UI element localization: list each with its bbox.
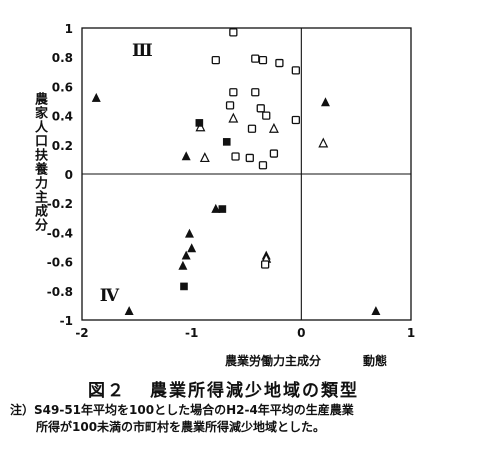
x-tick-label: 1 xyxy=(407,326,415,340)
open-square-point xyxy=(260,260,270,269)
filled-triangle-point xyxy=(181,250,191,260)
y-tick-label: -0.6 xyxy=(47,256,73,270)
y-tick-label: 1 xyxy=(65,22,73,36)
figure-title: 農業所得減少地域の類型 xyxy=(150,381,359,401)
open-square-point xyxy=(251,88,260,97)
filled-triangle-point xyxy=(178,260,188,270)
y-tick-label: -1 xyxy=(60,314,73,328)
open-square-point xyxy=(262,111,271,120)
figure-number: 図２ xyxy=(88,381,126,401)
filled-triangle-point xyxy=(211,203,221,213)
filled-triangle-point xyxy=(187,243,197,253)
x-tick-label: 0 xyxy=(297,326,305,340)
open-square-point xyxy=(291,66,301,75)
figure-caption: 図２ 農業所得減少地域の類型 xyxy=(80,376,359,401)
y-tick-label: -0.4 xyxy=(47,226,73,240)
filled-triangle-point xyxy=(371,306,381,316)
open-square-point xyxy=(256,104,265,113)
filled-triangle-point xyxy=(124,306,134,316)
data-points xyxy=(91,28,381,316)
quadrant-label: Ⅲ xyxy=(132,41,153,61)
axis-ticks: 10.80.60.40.20-0.2-0.4-0.6-0.8-1-2 -1 0 1 xyxy=(47,22,415,340)
scatter-plot: 10.80.60.40.20-0.2-0.4-0.6-0.8-1-2 -1 0 1 Ⅲ… xyxy=(47,22,415,340)
open-triangle-point xyxy=(228,112,239,123)
filled-square-point xyxy=(180,282,188,291)
open-triangle-point xyxy=(195,121,206,132)
y-tick-label: -0.8 xyxy=(47,285,73,299)
y-tick-label: 0.2 xyxy=(52,139,73,153)
open-square-point xyxy=(247,124,257,133)
filled-square-point xyxy=(222,138,231,146)
open-square-point xyxy=(229,88,238,97)
open-square-point xyxy=(251,54,260,63)
filled-triangle-point xyxy=(320,97,330,107)
open-square-point xyxy=(258,161,268,170)
open-square-point xyxy=(229,28,238,37)
y-tick-label: 0.6 xyxy=(52,80,73,94)
open-square-point xyxy=(231,152,240,161)
x-tick-label: -1 xyxy=(185,326,198,340)
y-tick-label: 0.8 xyxy=(52,51,73,65)
quadrant-label: Ⅳ xyxy=(100,286,120,306)
plot-frame xyxy=(81,27,412,321)
filled-square-point xyxy=(195,119,204,127)
open-triangle-point xyxy=(268,122,279,133)
filled-triangle-point xyxy=(184,228,194,238)
y-tick-label: -0.2 xyxy=(47,197,73,211)
open-square-point xyxy=(269,149,279,158)
filled-triangle-point xyxy=(91,92,101,102)
y-tick-label: 0.4 xyxy=(52,110,73,124)
open-triangle-point xyxy=(318,137,329,148)
open-square-point xyxy=(211,55,220,65)
x-axis-label-extra: 動態 xyxy=(363,354,388,368)
note-line-1: 注）S49-51年平均を100とした場合のH2-4年平均の生産農業 xyxy=(10,403,354,417)
open-square-point xyxy=(225,101,235,110)
filled-square-point xyxy=(218,205,227,213)
figure-note: 注）S49-51年平均を100とした場合のH2-4年平均の生産農業 所得が100… xyxy=(10,402,472,436)
open-square-point xyxy=(245,153,254,163)
open-square-point xyxy=(275,58,284,68)
note-line-2: 所得が100未満の市町村を農業所得減少地域とした。 xyxy=(36,420,326,434)
open-triangle-point xyxy=(199,152,210,163)
y-axis-label: 農家人口扶養力主成分 xyxy=(32,92,47,232)
x-tick-label: -2 xyxy=(75,326,88,340)
open-square-point xyxy=(258,55,268,65)
open-square-point xyxy=(291,115,301,125)
x-axis-label: 農業労働力主成分 xyxy=(225,354,322,368)
y-tick-label: 0 xyxy=(65,168,73,182)
filled-triangle-point xyxy=(181,151,191,161)
